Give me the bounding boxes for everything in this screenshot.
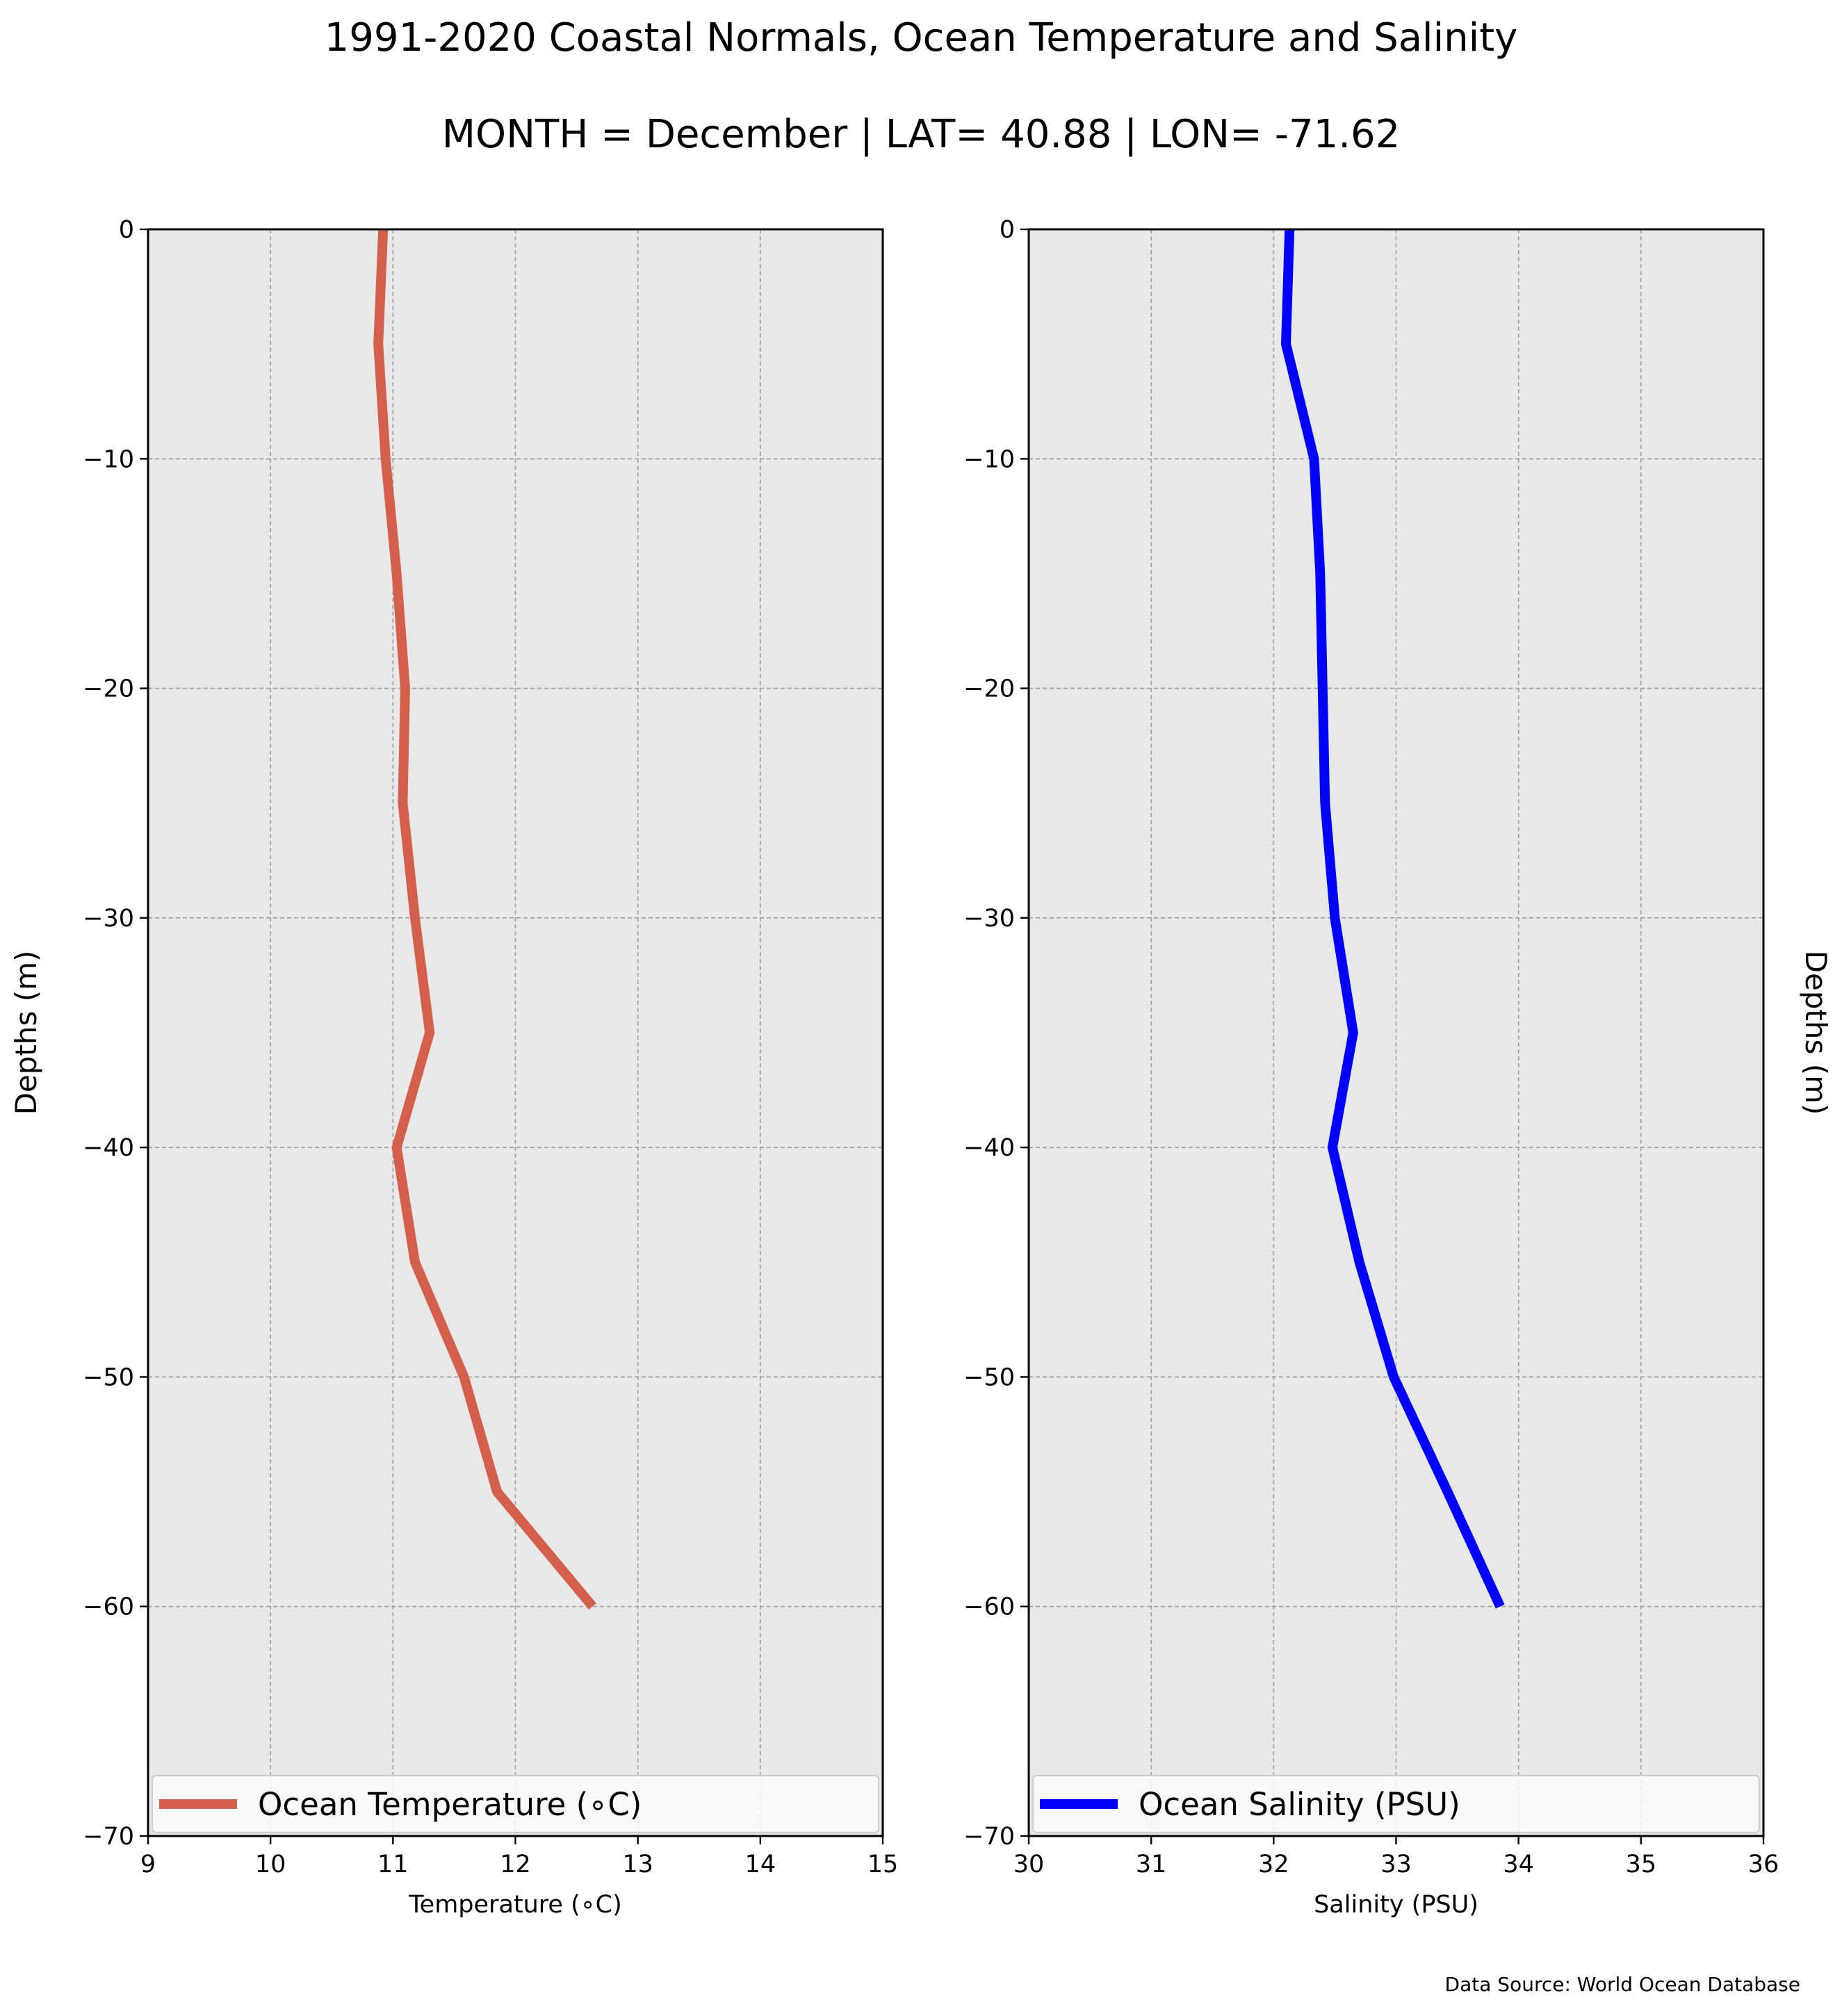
chart-1-x-tick-label: 32 xyxy=(1258,1851,1289,1878)
chart-1-y-tick-label: 0 xyxy=(1000,216,1015,244)
chart-1-series-line xyxy=(1280,229,1505,1609)
chart-0-x-tick-label: 9 xyxy=(140,1851,156,1878)
chart-0-x-tick-label: 14 xyxy=(745,1851,776,1878)
chart-1-y-tick-label: −50 xyxy=(963,1363,1015,1391)
chart-0-x-tick-label: 15 xyxy=(867,1851,899,1878)
chart-0-x-tick-label: 12 xyxy=(500,1851,531,1878)
figure-title: 1991-2020 Coastal Normals, Ocean Tempera… xyxy=(325,15,1518,60)
chart-0-legend xyxy=(152,1775,879,1833)
chart-0-legend-label: Ocean Temperature (∘C) xyxy=(258,1786,642,1823)
chart-0-x-axis-label: Temperature (∘C) xyxy=(408,1891,622,1919)
chart-1-y-tick-label: −10 xyxy=(963,445,1015,473)
chart-0-x-tick-label: 13 xyxy=(622,1851,653,1878)
chart-0-frame xyxy=(147,228,884,1837)
chart-1-x-tick-label: 35 xyxy=(1626,1851,1657,1878)
chart-1-x-tick-label: 31 xyxy=(1136,1851,1167,1878)
chart-0-y-tick-label: −10 xyxy=(83,445,134,473)
chart-0-y-tick-label: −70 xyxy=(83,1823,134,1851)
figure-subtitle: MONTH = December | LAT= 40.88 | LON= -71… xyxy=(442,112,1401,157)
chart-1-x-tick-label: 33 xyxy=(1380,1851,1412,1878)
data-source-note: Data Source: World Ocean Database xyxy=(1445,1973,1800,1996)
chart-1-y-tick-label: −60 xyxy=(963,1593,1015,1621)
temperature-profile-chart: 9 10 11 12 13 14 15 0 −10 −20 −30 −40 −50 −60 −70 Ocean… xyxy=(9,216,898,1919)
chart-1-y-tick-label: −20 xyxy=(963,675,1015,703)
chart-1-y-axis-label: Depths (m) xyxy=(1799,951,1833,1115)
chart-0-y-tick-label: −50 xyxy=(83,1363,134,1391)
chart-1-frame xyxy=(1027,228,1765,1837)
chart-0-x-tick-label: 10 xyxy=(255,1851,286,1878)
chart-1-y-tick-label: −30 xyxy=(963,905,1015,933)
chart-1-x-tick-label: 36 xyxy=(1748,1851,1779,1878)
salinity-profile-chart: 30 31 32 33 34 35 36 0 −10 −20 −30 −40 −50 −60 −70 Ocea… xyxy=(963,216,1833,1919)
chart-0-y-axis-label: Depths (m) xyxy=(9,951,43,1115)
chart-0-y-tick-label: −30 xyxy=(83,905,134,933)
chart-1-legend xyxy=(1032,1775,1760,1833)
chart-0-x-tick-label: 11 xyxy=(377,1851,409,1878)
chart-0-y-tick-label: −60 xyxy=(83,1593,134,1621)
chart-1-y-tick-label: −40 xyxy=(963,1134,1015,1162)
chart-0-series-line xyxy=(373,229,596,1610)
chart-1-y-tick-label: −70 xyxy=(963,1823,1015,1851)
chart-1-x-axis-label: Salinity (PSU) xyxy=(1314,1891,1478,1919)
chart-0-y-tick-label: −20 xyxy=(83,675,134,703)
chart-0-y-tick-label: 0 xyxy=(119,216,134,244)
chart-1-legend-label: Ocean Salinity (PSU) xyxy=(1139,1786,1460,1823)
chart-1-x-tick-label: 30 xyxy=(1013,1851,1045,1878)
chart-0-y-tick-label: −40 xyxy=(83,1134,134,1162)
chart-1-x-tick-label: 34 xyxy=(1503,1851,1534,1878)
